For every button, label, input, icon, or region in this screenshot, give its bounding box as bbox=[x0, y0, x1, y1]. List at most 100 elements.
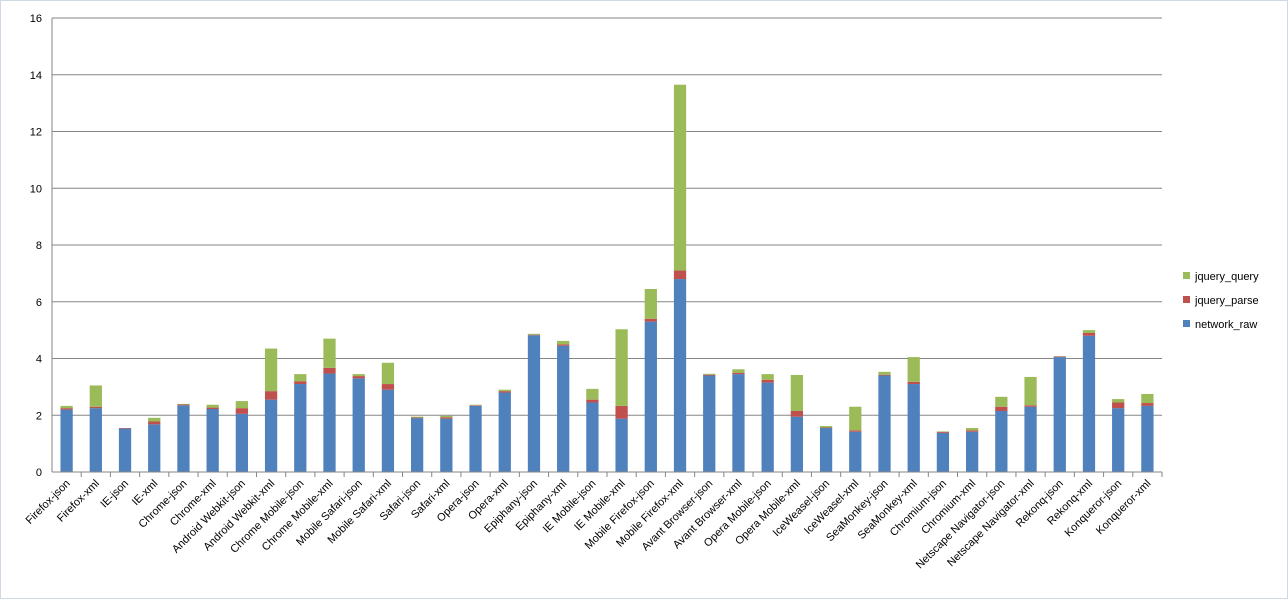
bar-segment bbox=[148, 421, 160, 424]
bar-segment bbox=[732, 369, 744, 372]
bar-segment bbox=[119, 429, 131, 472]
y-tick-label: 0 bbox=[36, 467, 42, 479]
bar-segment bbox=[148, 418, 160, 422]
bar-segment bbox=[615, 406, 627, 419]
y-tick-label: 6 bbox=[36, 297, 42, 309]
bar-segment bbox=[1083, 330, 1095, 333]
bar-segment bbox=[1024, 407, 1036, 472]
bar-segment bbox=[1024, 405, 1036, 406]
y-tick-label: 12 bbox=[30, 127, 42, 139]
bar-segment bbox=[557, 346, 569, 472]
bar-segment bbox=[90, 407, 102, 408]
bar-segment bbox=[849, 430, 861, 431]
bar-segment bbox=[294, 381, 306, 384]
bar-segment bbox=[645, 289, 657, 319]
bar-segment bbox=[177, 404, 189, 405]
bar-segment bbox=[732, 374, 744, 472]
bar-segment bbox=[207, 409, 219, 472]
bar-segment bbox=[937, 432, 949, 433]
bar-segment bbox=[90, 385, 102, 406]
y-tick-label: 4 bbox=[36, 354, 42, 366]
bar-segment bbox=[469, 405, 481, 406]
bar-segment bbox=[791, 411, 803, 417]
bar-segment bbox=[1141, 406, 1153, 472]
bar-segment bbox=[60, 408, 72, 409]
bar-segment bbox=[411, 417, 423, 418]
bar-segment bbox=[177, 404, 189, 405]
bar-segment bbox=[1112, 408, 1124, 472]
bar-segment bbox=[878, 375, 890, 376]
bar-segment bbox=[1054, 357, 1066, 472]
bar-segment bbox=[499, 390, 511, 391]
bar-segment bbox=[353, 374, 365, 376]
bar-segment bbox=[236, 414, 248, 472]
legend-label: jquery_query bbox=[1194, 271, 1259, 283]
bar-segment bbox=[1112, 402, 1124, 408]
bar-segment bbox=[119, 428, 131, 429]
y-tick-label: 2 bbox=[36, 410, 42, 422]
bar-segment bbox=[440, 416, 452, 417]
bar-segment bbox=[586, 389, 598, 400]
bar-segment bbox=[1112, 399, 1124, 402]
bar-segment bbox=[1141, 394, 1153, 403]
bar-segment bbox=[762, 380, 774, 383]
bar-segment bbox=[820, 428, 832, 472]
bar-segment bbox=[849, 407, 861, 431]
bar-segment bbox=[1024, 377, 1036, 405]
bar-segment bbox=[645, 322, 657, 472]
bar-segment bbox=[908, 382, 920, 384]
bar-segment bbox=[236, 408, 248, 414]
bar-segment bbox=[294, 374, 306, 381]
bar-segment bbox=[440, 419, 452, 472]
bar-segment bbox=[207, 408, 219, 409]
bar-segment bbox=[878, 372, 890, 375]
bar-segment bbox=[703, 375, 715, 376]
bar-segment bbox=[499, 391, 511, 392]
bar-segment bbox=[90, 408, 102, 472]
bar-segment bbox=[60, 406, 72, 408]
bar-segment bbox=[469, 406, 481, 472]
bar-segment bbox=[528, 335, 540, 336]
bar-segment bbox=[382, 384, 394, 390]
bar-segment bbox=[411, 418, 423, 472]
bar-segment bbox=[791, 375, 803, 411]
bar-segment bbox=[177, 405, 189, 472]
bar-segment bbox=[674, 271, 686, 280]
bar-segment bbox=[557, 344, 569, 345]
bar-segment bbox=[411, 418, 423, 419]
bar-segment bbox=[323, 374, 335, 472]
bar-segment bbox=[995, 407, 1007, 411]
bar-segment bbox=[878, 376, 890, 472]
bar-segment bbox=[966, 428, 978, 430]
bar-segment bbox=[60, 410, 72, 472]
bar-segment bbox=[732, 373, 744, 374]
bar-segment bbox=[703, 374, 715, 375]
bar-segment bbox=[528, 335, 540, 472]
bar-segment bbox=[1141, 403, 1153, 406]
y-tick-label: 10 bbox=[30, 183, 42, 195]
bar-segment bbox=[528, 334, 540, 335]
bar-segment bbox=[762, 374, 774, 380]
bar-segment bbox=[937, 433, 949, 472]
bar-segment bbox=[265, 400, 277, 472]
bar-segment bbox=[762, 383, 774, 472]
bar-segment bbox=[499, 393, 511, 472]
legend-label: network_raw bbox=[1195, 319, 1257, 331]
bar-segment bbox=[995, 397, 1007, 407]
bar-segment bbox=[937, 431, 949, 432]
y-tick-label: 14 bbox=[30, 70, 42, 82]
bar-segment bbox=[674, 279, 686, 472]
bar-segment bbox=[1083, 336, 1095, 472]
bar-segment bbox=[849, 432, 861, 472]
bar-segment bbox=[966, 432, 978, 472]
bar-segment bbox=[382, 363, 394, 384]
bar-segment bbox=[353, 378, 365, 472]
bar-segment bbox=[615, 329, 627, 406]
bar-segment bbox=[791, 417, 803, 472]
y-tick-label: 8 bbox=[36, 240, 42, 252]
bar-segment bbox=[265, 349, 277, 392]
legend-swatch bbox=[1183, 296, 1190, 303]
bar-segment bbox=[440, 417, 452, 418]
bar-segment bbox=[995, 411, 1007, 472]
